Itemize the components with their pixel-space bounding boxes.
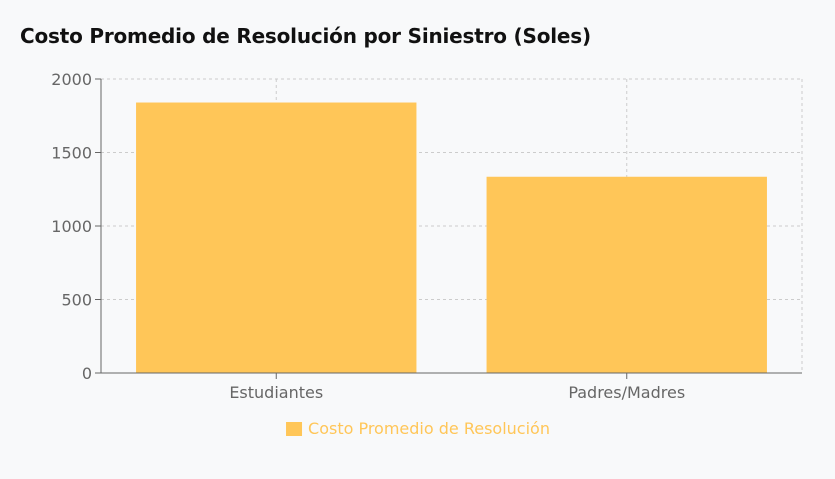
legend-label: Costo Promedio de Resolución [308,419,550,438]
axes [95,78,802,379]
y-tick-label: 2000 [51,70,92,89]
bars [136,102,767,374]
y-tick-label: 1000 [51,217,92,236]
y-tick-label: 0 [82,364,92,383]
bar-estudiantes[interactable] [136,102,417,374]
legend[interactable]: Costo Promedio de Resolución [286,419,550,438]
bar-padres-madres[interactable] [486,176,767,373]
y-tick-label: 500 [61,291,92,310]
legend-swatch [286,422,303,436]
x-tick-label: Padres/Madres [568,383,685,402]
chart-title: Costo Promedio de Resolución por Siniest… [20,24,591,48]
x-tick-labels: Estudiantes Padres/Madres [229,383,685,402]
y-tick-labels: 0 500 1000 1500 2000 [51,70,92,383]
x-tick-label: Estudiantes [229,383,323,402]
y-tick-label: 1500 [51,144,92,163]
